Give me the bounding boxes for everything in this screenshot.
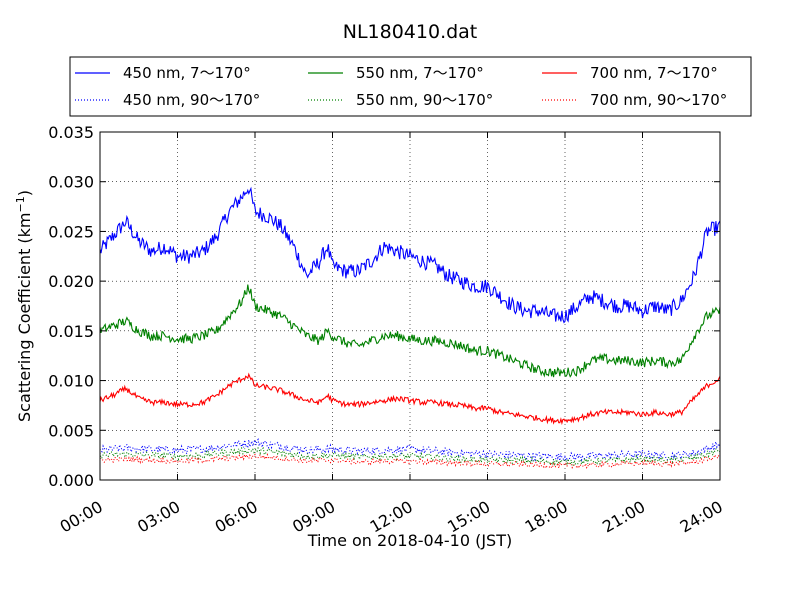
y-axis-label: Scattering Coefficient (km−1) bbox=[14, 190, 34, 422]
y-axis-label-close: ) bbox=[15, 190, 34, 196]
legend-entry-3: 550 nm, 7～170° bbox=[356, 64, 484, 82]
x-tick-label: 18:00 bbox=[522, 497, 571, 537]
series-layer bbox=[99, 186, 721, 470]
series-line-5 bbox=[99, 372, 721, 426]
chart-title: NL180410.dat bbox=[343, 21, 478, 43]
y-tick-label: 0.000 bbox=[48, 471, 94, 490]
y-tick-label: 0.010 bbox=[48, 372, 94, 391]
legend-box bbox=[69, 56, 752, 117]
legend-entry-2: 450 nm, 90～170° bbox=[123, 91, 260, 109]
y-tick-label: 0.025 bbox=[48, 222, 94, 241]
legend-entry-5: 700 nm, 7～170° bbox=[590, 64, 718, 82]
legend-entry-4: 550 nm, 90～170° bbox=[356, 91, 493, 109]
y-tick-label: 0.015 bbox=[48, 322, 94, 341]
y-tick-label: 0.030 bbox=[48, 173, 94, 192]
grid bbox=[100, 132, 720, 480]
y-tick-label: 0.035 bbox=[48, 123, 94, 142]
y-tick-label: 0.020 bbox=[48, 272, 94, 291]
x-tick-label: 06:00 bbox=[212, 497, 261, 537]
x-tick-label: 00:00 bbox=[57, 497, 106, 537]
series-line-1 bbox=[99, 186, 721, 324]
legend-entry-1: 450 nm, 7～170° bbox=[123, 64, 251, 82]
x-tick-label: 03:00 bbox=[134, 497, 183, 537]
x-axis-label: Time on 2018-04-10 (JST) bbox=[307, 531, 512, 550]
y-axis-label-sup: −1 bbox=[14, 196, 27, 212]
y-tick-label: 0.005 bbox=[48, 421, 94, 440]
y-axis-label-main: Scattering Coefficient (km bbox=[15, 212, 34, 422]
series-line-3 bbox=[99, 284, 721, 378]
x-tick-label: 24:00 bbox=[677, 497, 726, 537]
series-line-2 bbox=[99, 438, 721, 464]
x-tick-label: 21:00 bbox=[599, 497, 648, 537]
legend-entry-6: 700 nm, 90～170° bbox=[590, 91, 727, 109]
y-axis: 0.000 0.005 0.010 0.015 0.020 0.025 0.030 0.035 bbox=[48, 123, 720, 490]
legend: 450 nm, 7～170° 450 nm, 90～170° 550 nm, 7～1… bbox=[69, 56, 752, 117]
